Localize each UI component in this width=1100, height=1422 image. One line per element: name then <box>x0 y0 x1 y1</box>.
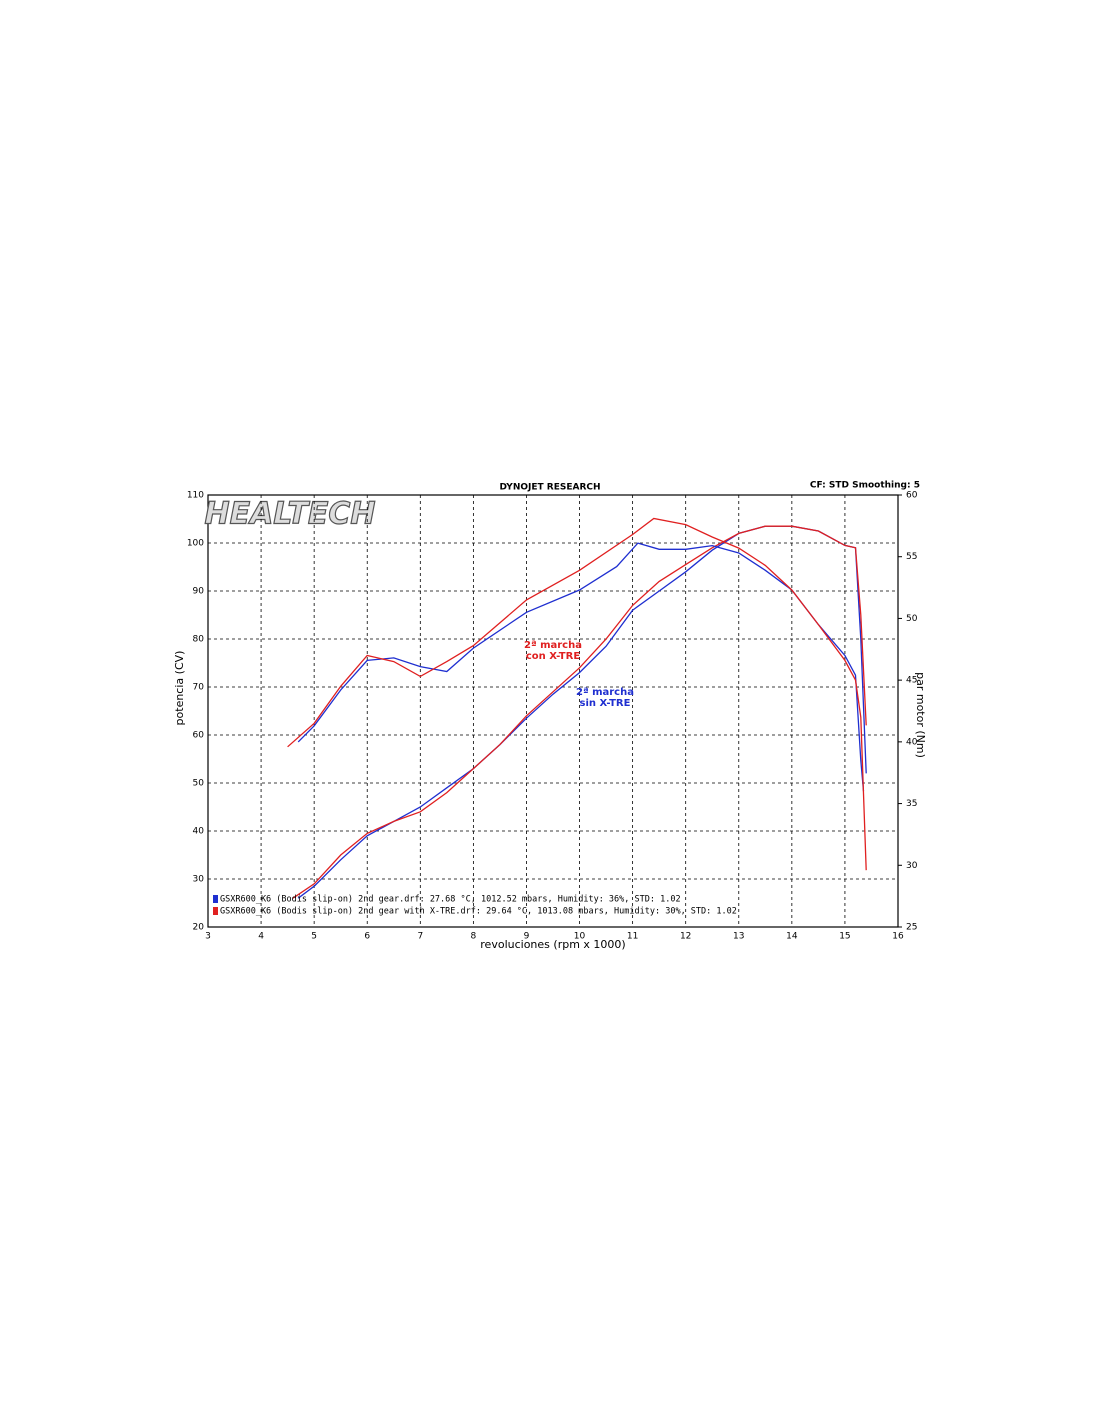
y2-tick-label: 60 <box>906 491 918 501</box>
y-axis-label: potencia (CV) <box>173 651 186 726</box>
torque-line <box>297 542 865 792</box>
legend-entry: GSXR600_K6 (Bodis slip-on) 2nd gear with… <box>220 907 737 917</box>
y2-tick-label: 50 <box>906 614 918 624</box>
x-axis-label: revoluciones (rpm x 1000) <box>480 938 625 951</box>
x-tick-label: 3 <box>205 932 211 942</box>
annotation: sin X-TRE <box>580 698 631 709</box>
y-tick-label: 110 <box>187 491 204 501</box>
y2-tick-label: 40 <box>906 737 918 747</box>
y2-tick-label: 25 <box>906 923 917 933</box>
x-tick-label: 16 <box>892 932 904 942</box>
x-tick-label: 11 <box>627 932 638 942</box>
x-tick-label: 12 <box>680 932 691 942</box>
x-tick-label: 9 <box>524 932 530 942</box>
y-tick-label: 90 <box>193 587 205 597</box>
x-tick-label: 6 <box>364 932 370 942</box>
chart-title: DYNOJET RESEARCH <box>499 483 600 493</box>
y-tick-label: 50 <box>193 779 205 789</box>
y-tick-label: 100 <box>187 539 204 549</box>
legend-entry: GSXR600_K6 (Bodis slip-on) 2nd gear.drf:… <box>220 895 681 905</box>
y2-tick-label: 55 <box>906 552 917 562</box>
power-line <box>292 525 867 899</box>
x-tick-label: 15 <box>839 932 850 942</box>
x-tick-label: 8 <box>471 932 477 942</box>
y-tick-label: 30 <box>193 875 205 885</box>
chart-subtitle: CF: STD Smoothing: 5 <box>810 481 920 491</box>
y-tick-label: 40 <box>193 827 205 837</box>
y2-tick-label: 35 <box>906 799 917 809</box>
x-tick-label: 4 <box>258 932 264 942</box>
y-tick-label: 60 <box>193 731 205 741</box>
annotation: con X-TRE <box>526 651 580 662</box>
y-tick-label: 70 <box>193 683 205 693</box>
x-tick-label: 14 <box>786 932 798 942</box>
annotation: 2ª marcha <box>524 640 582 651</box>
plot-frame <box>207 494 899 928</box>
x-tick-label: 10 <box>574 932 586 942</box>
y2-tick-label: 45 <box>906 676 917 686</box>
x-tick-label: 13 <box>733 932 744 942</box>
y2-tick-label: 30 <box>906 861 918 871</box>
torque-line <box>287 517 867 871</box>
legend-swatch <box>213 907 218 915</box>
x-tick-label: 7 <box>417 932 423 942</box>
y-tick-label: 80 <box>193 635 205 645</box>
logo: HEALTECH <box>204 497 375 532</box>
annotation: 2ª marcha <box>576 687 634 698</box>
y-tick-label: 20 <box>193 923 205 933</box>
y2-axis-label: par motor (Nm) <box>914 672 927 758</box>
x-tick-label: 5 <box>311 932 317 942</box>
legend-swatch <box>213 895 218 903</box>
